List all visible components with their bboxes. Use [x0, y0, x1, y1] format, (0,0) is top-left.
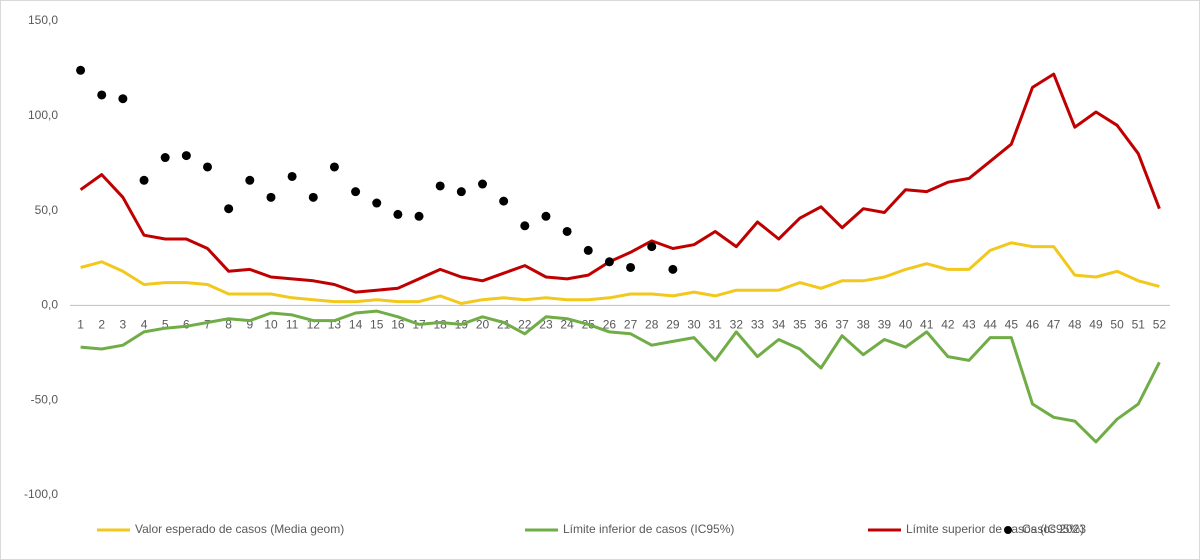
data-point	[308, 192, 318, 202]
data-point	[626, 262, 636, 272]
data-point	[203, 162, 212, 172]
x-tick-label: 39	[878, 318, 892, 332]
data-point	[647, 242, 657, 252]
data-point	[97, 90, 107, 100]
x-tick-label: 43	[962, 318, 976, 332]
x-tick-label: 9	[246, 318, 253, 332]
x-tick-label: 28	[645, 318, 659, 332]
x-tick-label: 36	[814, 318, 828, 332]
x-tick-label: 5	[162, 318, 169, 332]
data-point	[456, 187, 466, 197]
x-tick-label: 20	[476, 318, 490, 332]
x-tick-label: 47	[1047, 318, 1061, 332]
x-tick-label: 52	[1153, 318, 1167, 332]
y-tick-label: -50,0	[31, 392, 59, 406]
data-point	[499, 196, 509, 206]
data-point	[224, 204, 234, 214]
data-point	[76, 65, 86, 75]
series-line	[79, 72, 1161, 294]
x-tick-label: 30	[687, 318, 701, 332]
x-tick-label: 14	[349, 318, 363, 332]
x-tick-label: 4	[141, 318, 148, 332]
x-tick-label: 3	[120, 318, 127, 332]
series-line	[80, 309, 1161, 444]
series-line	[80, 241, 1160, 305]
x-tick-label: 26	[603, 318, 617, 332]
x-tick-label: 1	[77, 318, 84, 332]
data-point	[351, 187, 361, 197]
data-point	[245, 175, 255, 185]
data-point	[329, 162, 339, 172]
data-point	[266, 192, 276, 202]
data-point	[541, 211, 551, 221]
data-point	[139, 175, 149, 185]
x-tick-label: 50	[1110, 318, 1124, 332]
x-tick-label: 15	[370, 318, 384, 332]
data-point	[562, 226, 572, 236]
data-point	[604, 257, 614, 267]
data-point	[287, 171, 297, 181]
x-tick-label: 16	[391, 318, 405, 332]
x-tick-label: 7	[204, 318, 211, 332]
data-point	[181, 151, 191, 161]
x-tick-label: 22	[518, 318, 532, 332]
y-tick-label: 50,0	[35, 203, 59, 217]
x-tick-label: 32	[730, 318, 744, 332]
x-tick-label: 46	[1026, 318, 1040, 332]
data-point	[118, 94, 128, 104]
x-tick-label: 2	[98, 318, 105, 332]
x-tick-label: 37	[835, 318, 849, 332]
legend-label: Límite inferior de casos (IC95%)	[563, 522, 734, 536]
x-tick-label: 29	[666, 318, 680, 332]
x-tick-label: 35	[793, 318, 807, 332]
legend-label: Límite superior de casos (IC95%)	[906, 522, 1084, 536]
data-point	[414, 211, 424, 221]
y-tick-label: 150,0	[28, 13, 58, 27]
x-tick-label: 49	[1089, 318, 1103, 332]
y-tick-label: 100,0	[28, 108, 58, 122]
data-point	[393, 209, 403, 219]
x-tick-label: 38	[857, 318, 871, 332]
data-point	[160, 153, 170, 163]
y-tick-label: 0,0	[41, 298, 58, 312]
x-tick-label: 31	[709, 318, 723, 332]
x-tick-label: 8	[225, 318, 232, 332]
x-tick-label: 44	[984, 318, 998, 332]
x-tick-label: 51	[1132, 318, 1146, 332]
data-point	[478, 179, 487, 189]
x-tick-label: 6	[183, 318, 190, 332]
legend-label: Valor esperado de casos (Media geom)	[135, 522, 344, 536]
x-tick-label: 34	[772, 318, 786, 332]
x-tick-label: 27	[624, 318, 638, 332]
x-tick-label: 45	[1005, 318, 1019, 332]
x-tick-label: 11	[286, 318, 299, 332]
x-tick-label: 40	[899, 318, 913, 332]
legend-label: Casos 2023	[1022, 522, 1086, 536]
x-tick-label: 18	[434, 318, 448, 332]
x-tick-label: 10	[264, 318, 278, 332]
data-point	[435, 181, 445, 191]
x-tick-label: 33	[751, 318, 765, 332]
data-point	[668, 264, 678, 274]
data-point	[583, 245, 593, 255]
y-tick-label: -100,0	[24, 487, 58, 501]
x-tick-label: 48	[1068, 318, 1082, 332]
x-tick-label: 42	[941, 318, 955, 332]
data-point	[372, 198, 382, 208]
x-tick-label: 41	[920, 318, 934, 332]
data-point	[520, 221, 530, 231]
legend-marker	[1004, 526, 1012, 534]
